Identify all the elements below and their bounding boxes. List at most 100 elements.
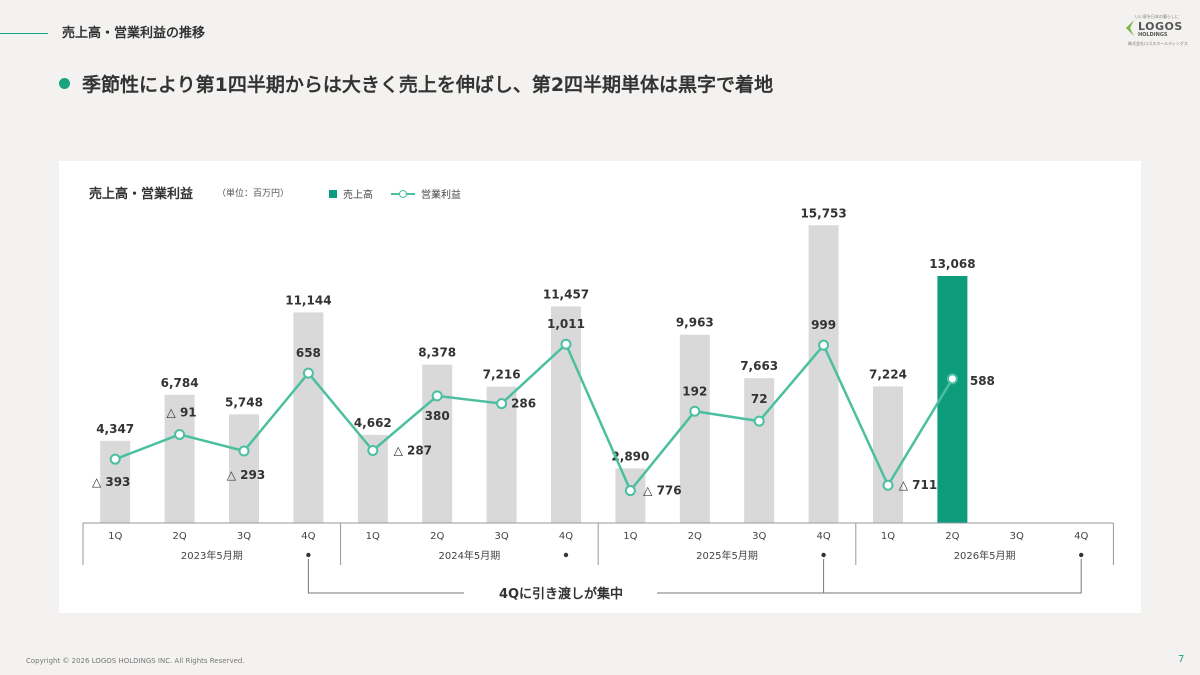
- operating-profit-point: [431, 390, 443, 402]
- operating-profit-label: 999: [811, 318, 836, 332]
- logo-name: LOGOS: [1138, 20, 1183, 33]
- quarter-label: 1Q: [881, 531, 895, 542]
- operating-profit-label: 192: [682, 384, 707, 398]
- operating-profit-point: [367, 445, 379, 457]
- annotation-bracket-left: [307, 559, 464, 594]
- sales-bar-label: 7,216: [483, 368, 521, 382]
- sales-bar: [937, 276, 968, 523]
- chart-unit: （単位：百万円）: [217, 189, 290, 199]
- operating-profit-label: 380: [425, 409, 450, 423]
- sales-bar: [744, 378, 775, 523]
- sales-bar-label: 7,663: [740, 359, 778, 373]
- sales-bar-label: 8,378: [418, 346, 456, 360]
- operating-profit-label: 658: [296, 346, 321, 360]
- page-number: 7: [1178, 654, 1185, 665]
- quarter-label: 4Q: [559, 531, 573, 542]
- fiscal-year-label: 2025年5月期: [696, 549, 758, 562]
- operating-profit-point: [624, 485, 636, 497]
- operating-profit-point: [496, 398, 508, 410]
- quarter-label: 4Q: [301, 531, 315, 542]
- operating-profit-point: [109, 453, 121, 465]
- operating-profit-label: △ 91: [167, 405, 197, 419]
- logo-sub: HOLDINGS: [1138, 32, 1168, 38]
- operating-profit-label: 72: [751, 392, 768, 406]
- sales-operating-profit-chart: 4,347 6,784 5,748 11,144 4,662 8,378 7,216 11,4…: [82, 206, 1114, 602]
- fiscal-year-label: 2023年5月期: [181, 549, 243, 562]
- quarter-label: 1Q: [366, 531, 380, 542]
- legend-line-swatch: [391, 189, 415, 199]
- sales-bar-label: 6,784: [161, 376, 199, 390]
- sales-bar: [293, 312, 324, 523]
- operating-profit-point: [174, 428, 186, 440]
- sales-bar-label: 13,068: [929, 257, 975, 271]
- chart-title: 売上高・営業利益: [89, 187, 194, 202]
- legend-bar-label: 売上高: [343, 190, 373, 201]
- sales-bar-label: 4,662: [354, 416, 392, 430]
- quarter-label: 3Q: [494, 531, 508, 542]
- headline: 季節性により第1四半期からは大きく売上を伸ばし、第2四半期単体は黒字で着地: [82, 74, 774, 96]
- operating-profit-label: 286: [511, 397, 536, 411]
- sales-bar: [808, 225, 839, 523]
- operating-profit-label: 1,011: [547, 317, 585, 331]
- operating-profit-point: [560, 338, 572, 350]
- headline-bullet-icon: [59, 78, 70, 89]
- annotation-bracket-right: [657, 559, 1082, 594]
- quarter-label: 2Q: [430, 531, 444, 542]
- operating-profit-label: △ 293: [227, 468, 265, 482]
- page-title: 売上高・営業利益の推移: [62, 26, 206, 41]
- operating-profit-point: [689, 405, 701, 417]
- sales-bar-label: 5,748: [225, 395, 263, 409]
- chart-panel: 4,347 6,784 5,748 11,144 4,662 8,378 7,216 11,4…: [59, 161, 1141, 613]
- sales-bar-label: 9,963: [676, 316, 714, 330]
- operating-profit-label: △ 287: [394, 444, 432, 458]
- quarter-label: 2Q: [945, 531, 959, 542]
- legend-line-label: 営業利益: [421, 190, 461, 201]
- sales-bar: [679, 334, 710, 523]
- logo-tagline: いい家を日本の暮らしに: [1135, 14, 1179, 19]
- operating-profit-label: △ 711: [899, 478, 937, 492]
- operating-profit-point: [818, 339, 830, 351]
- q4-marker: [821, 552, 826, 558]
- q4-marker: [1079, 552, 1084, 558]
- operating-profit-label: △ 776: [643, 484, 681, 498]
- operating-profit-point: [946, 373, 958, 385]
- quarter-label: 2Q: [172, 531, 186, 542]
- operating-profit-point: [882, 479, 894, 491]
- quarter-label: 2Q: [688, 531, 702, 542]
- operating-profit-point: [753, 415, 765, 427]
- company-logo: いい家を日本の暮らしに LOGOS HOLDINGS 株式会社ロゴスホールディン…: [1124, 14, 1188, 48]
- sales-bar-label: 11,457: [543, 287, 589, 301]
- sales-bar: [229, 414, 259, 523]
- operating-profit-line: [114, 342, 954, 493]
- quarter-label: 1Q: [623, 531, 637, 542]
- header-accent-line: [0, 33, 48, 34]
- legend-bar-swatch: [329, 189, 337, 198]
- quarter-label: 3Q: [1010, 531, 1024, 542]
- quarter-label: 4Q: [1074, 531, 1088, 542]
- quarter-label: 3Q: [237, 531, 251, 542]
- sales-bar-label: 15,753: [800, 206, 846, 220]
- operating-profit-point: [238, 445, 250, 457]
- sales-bar: [873, 386, 903, 523]
- sales-bar: [486, 386, 517, 523]
- fiscal-year-label: 2024年5月期: [438, 549, 500, 562]
- q4-marker: [306, 552, 311, 558]
- logo-chevron-icon: [1126, 20, 1134, 36]
- sales-bar-label: 4,347: [96, 422, 134, 436]
- copyright: Copyright © 2026 LOGOS HOLDINGS INC. All…: [26, 657, 245, 665]
- operating-profit-point: [302, 367, 314, 379]
- quarter-label: 3Q: [752, 531, 766, 542]
- q4-marker: [563, 552, 569, 558]
- sales-bar: [164, 394, 195, 523]
- quarter-label: 4Q: [816, 531, 830, 542]
- chart-legend: 売上高 営業利益: [329, 186, 461, 201]
- operating-profit-label: △ 393: [92, 475, 130, 489]
- logo-japanese: 株式会社ロゴスホールディングス: [1128, 41, 1188, 46]
- operating-profit-label: 588: [970, 374, 995, 388]
- sales-bar-label: 2,890: [611, 449, 649, 463]
- sales-bar-label: 11,144: [285, 293, 331, 307]
- annotation-text: 4Qに引き渡しが集中: [499, 586, 623, 602]
- quarter-label: 1Q: [108, 531, 122, 542]
- fiscal-year-label: 2026年5月期: [954, 549, 1016, 562]
- sales-bar-label: 7,224: [869, 367, 907, 381]
